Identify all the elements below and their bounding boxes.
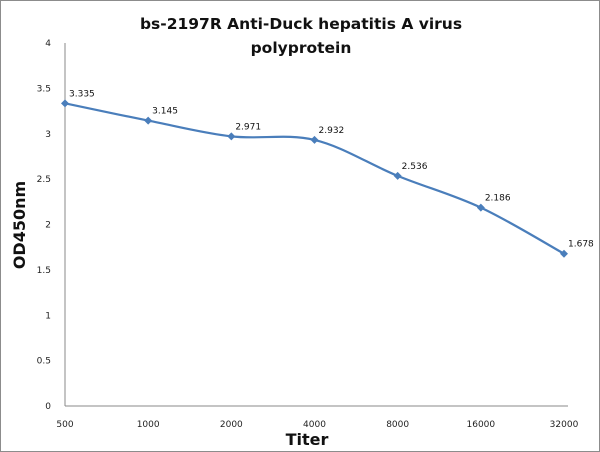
data-point-marker [476,203,485,212]
chart-title-line-1: bs-2197R Anti-Duck hepatitis A virus [140,15,462,33]
data-label: 3.145 [152,107,178,117]
y-tick-label: 0 [45,402,51,412]
y-tick-label: 0.5 [37,357,51,367]
data-point-marker [310,135,319,144]
data-label: 1.678 [568,240,594,250]
data-point-marker [393,171,402,180]
chart-title-line-2: polyprotein [251,39,352,57]
x-tick-label: 32000 [550,420,579,430]
x-tick-label: 4000 [303,420,326,430]
y-tick-label: 4 [45,39,51,49]
x-tick-label: 8000 [386,420,409,430]
data-point-marker [61,99,69,108]
y-tick-label: 2 [45,221,51,231]
y-tick-label: 1.5 [37,266,51,276]
y-tick-label: 3 [45,130,51,140]
data-label: 3.335 [69,89,95,99]
data-point-marker [560,249,568,258]
data-label: 2.932 [319,126,345,136]
x-axis-label: Titer [286,430,329,449]
data-point-marker [144,116,153,125]
y-axis-label: OD450nm [10,181,29,269]
x-tick-label: 16000 [467,420,496,430]
data-point-marker [227,132,236,141]
y-tick-label: 1 [45,311,51,321]
data-label: 2.971 [235,122,261,132]
x-tick-label: 500 [56,420,73,430]
x-tick-label: 2000 [220,420,243,430]
y-tick-label: 2.5 [37,175,51,185]
x-tick-label: 1000 [137,420,160,430]
data-label: 2.536 [402,162,428,172]
y-tick-label: 3.5 [37,84,51,94]
series-line [64,102,565,255]
data-label: 2.186 [485,194,511,204]
